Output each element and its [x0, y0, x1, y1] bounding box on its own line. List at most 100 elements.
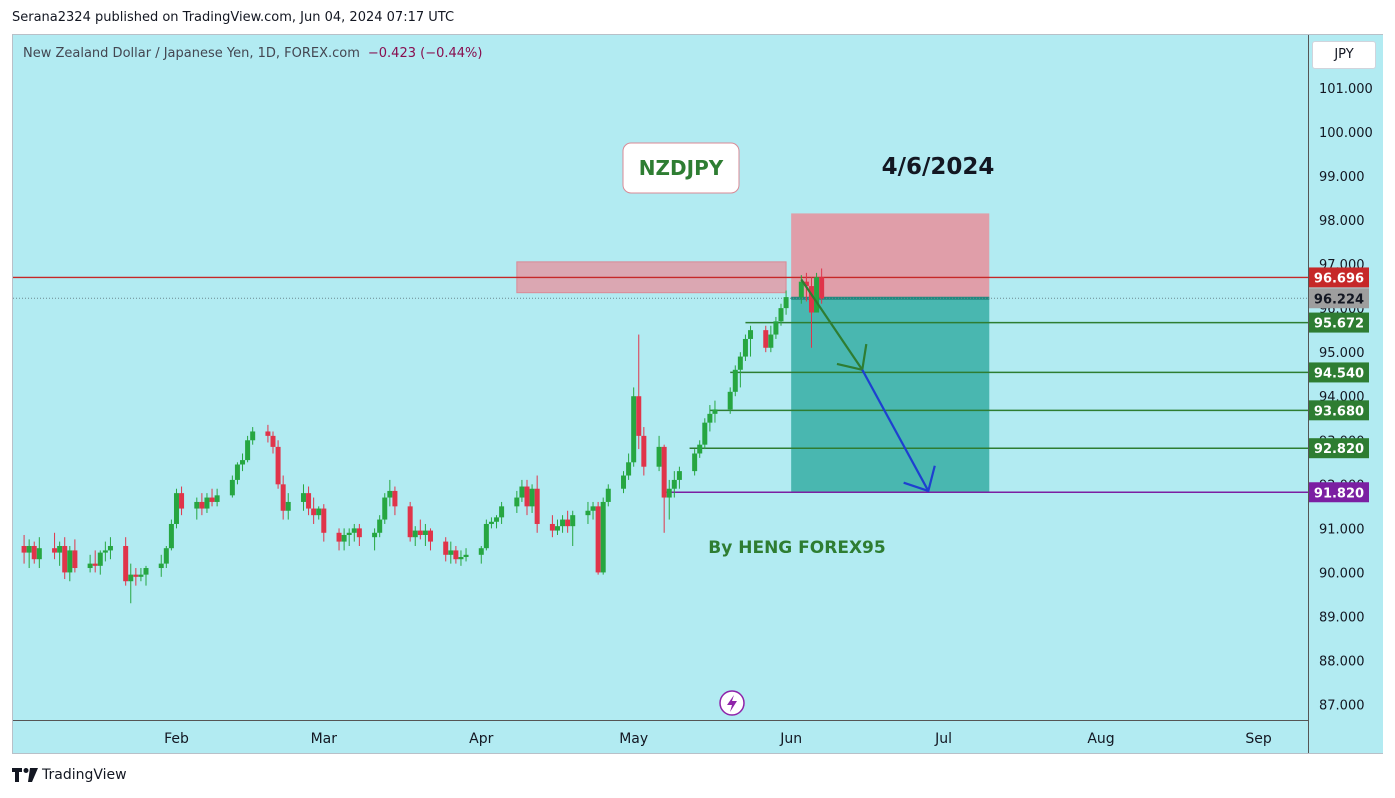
price-label-96-696[interactable]: 96.696 — [1309, 267, 1369, 288]
candle[interactable] — [97, 550, 103, 575]
candle[interactable] — [346, 528, 352, 546]
candle[interactable] — [351, 523, 357, 542]
candle[interactable] — [748, 325, 754, 357]
candle[interactable] — [67, 545, 73, 582]
currency-button[interactable]: JPY — [1312, 41, 1376, 69]
candle[interactable] — [814, 272, 820, 313]
candle[interactable] — [463, 548, 469, 562]
candle[interactable] — [412, 526, 418, 546]
candle[interactable] — [661, 444, 667, 533]
candle[interactable] — [234, 462, 240, 485]
candle[interactable] — [21, 534, 27, 564]
candle[interactable] — [133, 568, 139, 586]
candle[interactable] — [168, 519, 174, 551]
candle[interactable] — [163, 545, 169, 569]
candle[interactable] — [377, 515, 383, 538]
candle[interactable] — [549, 515, 555, 538]
candle[interactable] — [92, 550, 98, 573]
candle[interactable] — [199, 493, 205, 516]
candle[interactable] — [214, 488, 220, 507]
lightning-icon[interactable] — [719, 690, 745, 716]
candle[interactable] — [808, 277, 814, 348]
candle[interactable] — [26, 539, 32, 569]
candle[interactable] — [300, 484, 306, 511]
candle[interactable] — [31, 541, 37, 564]
candle[interactable] — [458, 550, 464, 566]
candle[interactable] — [641, 427, 647, 476]
price-label-94-540[interactable]: 94.540 — [1309, 362, 1369, 383]
candle[interactable] — [712, 400, 718, 423]
stop-loss-zone[interactable] — [791, 213, 990, 299]
candle[interactable] — [138, 568, 144, 582]
candle[interactable] — [209, 488, 215, 507]
candle[interactable] — [727, 387, 733, 414]
candle[interactable] — [341, 528, 347, 551]
candle[interactable] — [316, 506, 322, 520]
candle[interactable] — [499, 501, 505, 524]
candle[interactable] — [778, 303, 784, 326]
candle[interactable] — [666, 479, 672, 520]
candle[interactable] — [356, 523, 362, 546]
candle[interactable] — [560, 515, 566, 533]
candle[interactable] — [250, 427, 256, 445]
candle[interactable] — [57, 541, 63, 566]
candle[interactable] — [417, 519, 423, 540]
candle[interactable] — [306, 486, 312, 516]
candle[interactable] — [128, 563, 134, 604]
candle[interactable] — [529, 484, 535, 513]
candle[interactable] — [229, 475, 235, 498]
price-label-93-680[interactable]: 93.680 — [1309, 400, 1369, 421]
candle[interactable] — [453, 545, 459, 564]
price-label-95-672[interactable]: 95.672 — [1309, 312, 1369, 333]
candle[interactable] — [737, 352, 743, 388]
candle[interactable] — [565, 510, 571, 533]
candle[interactable] — [692, 449, 698, 476]
candle[interactable] — [636, 334, 642, 450]
candle[interactable] — [52, 532, 58, 560]
candle[interactable] — [387, 479, 393, 507]
tradingview-logo[interactable]: TradingView — [12, 767, 127, 783]
candle[interactable] — [707, 405, 713, 432]
candle[interactable] — [392, 486, 398, 516]
candle[interactable] — [656, 435, 662, 472]
candle[interactable] — [62, 537, 68, 580]
blue-arrow[interactable] — [861, 369, 936, 493]
candle[interactable] — [36, 537, 42, 569]
candle[interactable] — [382, 493, 388, 524]
candle[interactable] — [422, 523, 428, 546]
candle[interactable] — [427, 528, 433, 551]
time-axis[interactable]: Feb Mar Apr May Jun Jul Aug Sep — [13, 720, 1308, 753]
take-profit-zone[interactable] — [791, 298, 990, 493]
candle[interactable] — [321, 504, 327, 542]
candle[interactable] — [702, 418, 708, 450]
candle[interactable] — [494, 515, 500, 529]
candle[interactable] — [626, 453, 632, 480]
candle[interactable] — [605, 484, 611, 507]
price-label-91-820[interactable]: 91.820 — [1309, 482, 1369, 503]
candle[interactable] — [697, 440, 703, 458]
candle[interactable] — [72, 539, 78, 573]
candle[interactable] — [524, 479, 530, 516]
plot-area[interactable]: NZDJPY 4/6/2024 By HENG FOREX95 — [13, 35, 1308, 720]
candle[interactable] — [204, 493, 210, 513]
candle[interactable] — [488, 517, 494, 529]
candle[interactable] — [519, 479, 525, 502]
candle[interactable] — [554, 519, 560, 535]
candle[interactable] — [158, 554, 164, 577]
candle[interactable] — [336, 528, 342, 551]
candle[interactable] — [570, 510, 576, 546]
candle[interactable] — [194, 497, 200, 520]
candle[interactable] — [783, 290, 789, 315]
candle[interactable] — [265, 424, 271, 443]
candle[interactable] — [595, 501, 601, 575]
candle[interactable] — [448, 541, 454, 564]
candle[interactable] — [671, 471, 677, 498]
candle[interactable] — [478, 545, 484, 564]
candle[interactable] — [534, 475, 540, 533]
candle[interactable] — [275, 440, 281, 489]
candle[interactable] — [240, 453, 246, 472]
candle[interactable] — [621, 471, 627, 494]
candle[interactable] — [819, 268, 825, 304]
candle[interactable] — [102, 541, 108, 562]
candle[interactable] — [585, 501, 591, 524]
